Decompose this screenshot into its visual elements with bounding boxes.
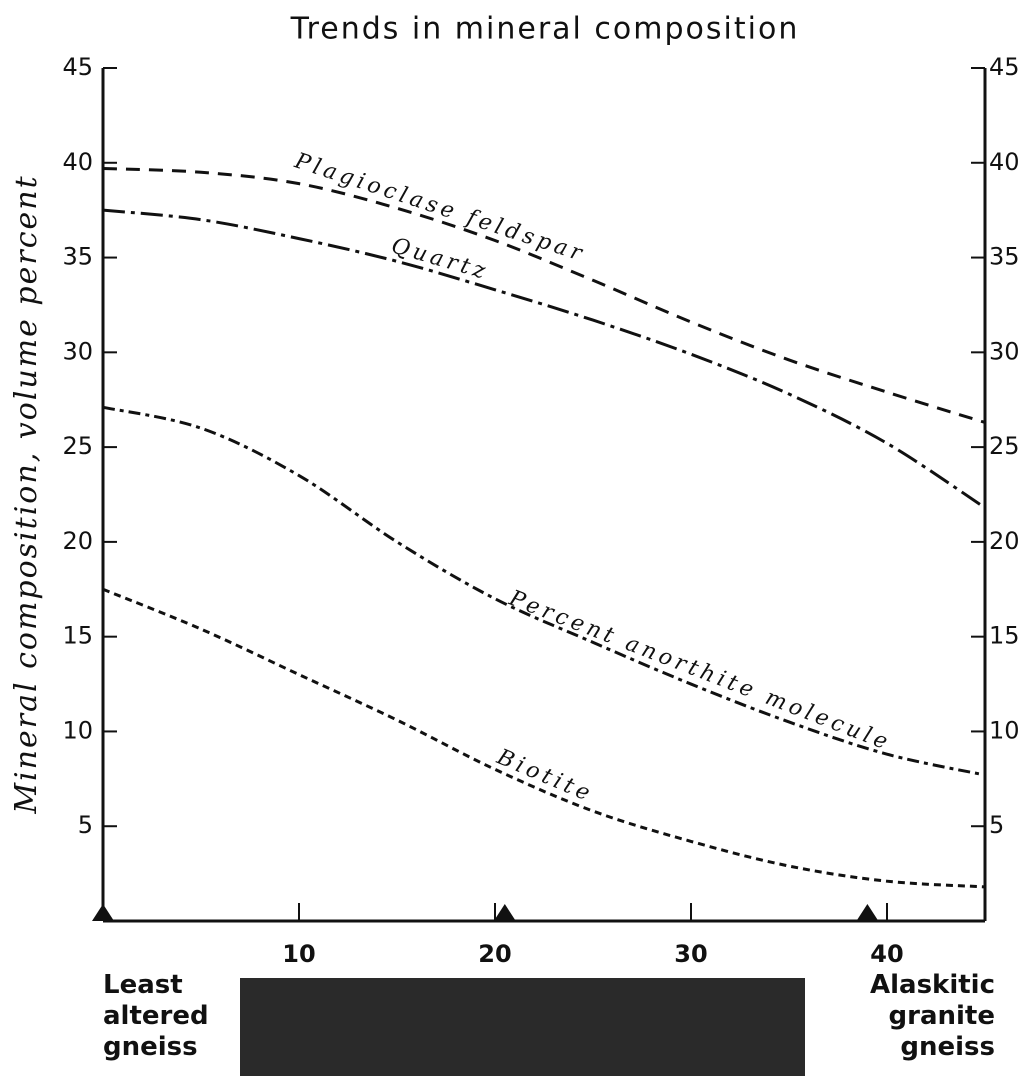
x-end-label-line: altered (103, 1001, 209, 1031)
y-tick-label-right: 45 (989, 53, 1020, 81)
y-tick-label: 40 (62, 148, 93, 176)
x-end-label-line: Least (103, 970, 183, 1000)
y-axis-label: Mineral composition, volume percent (9, 174, 44, 814)
y-tick-label: 35 (62, 243, 93, 271)
y-tick-label-right: 25 (989, 432, 1020, 460)
x-tick-label: 40 (870, 940, 903, 968)
curve-label: Quartz (389, 233, 492, 285)
series-line (102, 208, 986, 510)
sample-marker (92, 904, 114, 921)
y-tick-label-right: 20 (989, 527, 1020, 555)
y-tick-label-right: 40 (989, 148, 1020, 176)
y-tick-label: 30 (62, 337, 93, 365)
series-line (102, 166, 986, 424)
y-tick-label: 5 (78, 811, 93, 839)
x-end-label: Least altered gneiss (103, 970, 209, 1062)
sample-marker (493, 904, 516, 921)
x-end-label-line: Alaskitic (870, 970, 995, 1000)
y-tick-label-right: 30 (989, 337, 1020, 365)
y-tick-label-right: 5 (989, 811, 1004, 839)
x-tick-label: 20 (478, 940, 511, 968)
chart-title: Trends in mineral composition (290, 12, 800, 47)
sample-marker (856, 904, 879, 921)
x-end-label: Alaskitic granite gneiss (870, 970, 995, 1062)
x-end-label-line: gneiss (900, 1032, 995, 1062)
y-tick-label-right: 35 (989, 243, 1020, 271)
y-tick-label: 20 (62, 527, 93, 555)
x-tick-label: 30 (674, 940, 707, 968)
y-tick-label-right: 10 (989, 716, 1020, 744)
series-line (102, 405, 986, 777)
series-line (102, 587, 986, 889)
x-tick-label: 10 (282, 940, 315, 968)
x-end-label-line: gneiss (103, 1032, 198, 1062)
y-tick-label: 25 (62, 432, 93, 460)
y-tick-label: 45 (62, 53, 93, 81)
curve-label: Percent anorthite molecule (505, 586, 895, 757)
y-tick-label: 10 (62, 716, 93, 744)
x-end-label-line: granite (889, 1001, 995, 1031)
hidden-label-box (240, 978, 805, 1076)
y-tick-label-right: 15 (989, 622, 1020, 650)
y-tick-label: 15 (62, 622, 93, 650)
